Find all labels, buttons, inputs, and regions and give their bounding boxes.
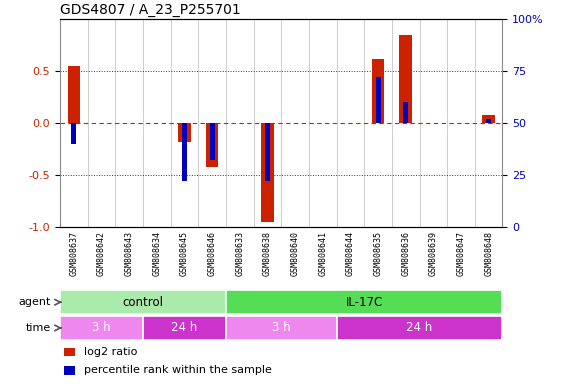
Bar (226, 290, 502, 314)
Text: GSM808647: GSM808647 (456, 231, 465, 276)
Text: control: control (122, 296, 163, 309)
Text: GSM808643: GSM808643 (124, 231, 134, 276)
Text: GSM808635: GSM808635 (373, 231, 383, 276)
Text: GSM808640: GSM808640 (291, 231, 300, 276)
Bar (60, 290, 226, 314)
Text: GSM808638: GSM808638 (263, 231, 272, 276)
Text: GSM808644: GSM808644 (346, 231, 355, 276)
Text: GSM808637: GSM808637 (69, 231, 78, 276)
Bar (65, 366, 75, 375)
Text: log2 ratio: log2 ratio (85, 347, 138, 357)
Bar (336, 316, 502, 340)
Text: GSM808636: GSM808636 (401, 231, 410, 276)
Text: GSM808645: GSM808645 (180, 231, 189, 276)
Text: GSM808633: GSM808633 (235, 231, 244, 276)
Bar (67, 66, 80, 123)
Text: GSM808642: GSM808642 (97, 231, 106, 276)
Bar (261, 123, 274, 222)
Text: GSM808634: GSM808634 (152, 231, 161, 276)
Bar (265, 123, 270, 181)
Text: 3 h: 3 h (92, 321, 111, 334)
Text: 24 h: 24 h (171, 321, 198, 334)
Bar (403, 102, 408, 123)
Text: time: time (26, 323, 51, 333)
Bar (178, 123, 191, 142)
Bar (143, 316, 226, 340)
Text: percentile rank within the sample: percentile rank within the sample (85, 365, 272, 375)
Bar (65, 348, 75, 356)
Bar (206, 123, 218, 167)
Text: GSM808648: GSM808648 (484, 231, 493, 276)
Bar (482, 115, 495, 123)
Text: agent: agent (19, 297, 51, 307)
Text: GSM808641: GSM808641 (318, 231, 327, 276)
Text: GSM808646: GSM808646 (208, 231, 216, 276)
Text: GSM808639: GSM808639 (429, 231, 438, 276)
Bar (71, 123, 77, 144)
Bar (226, 316, 336, 340)
Bar (182, 123, 187, 181)
Bar (372, 59, 384, 123)
Text: GDS4807 / A_23_P255701: GDS4807 / A_23_P255701 (60, 3, 241, 17)
Bar (486, 119, 491, 123)
Text: 3 h: 3 h (272, 321, 291, 334)
Text: 24 h: 24 h (407, 321, 433, 334)
Bar (400, 35, 412, 123)
Bar (376, 77, 380, 123)
Bar (60, 316, 143, 340)
Text: IL-17C: IL-17C (345, 296, 383, 309)
Bar (210, 123, 215, 161)
